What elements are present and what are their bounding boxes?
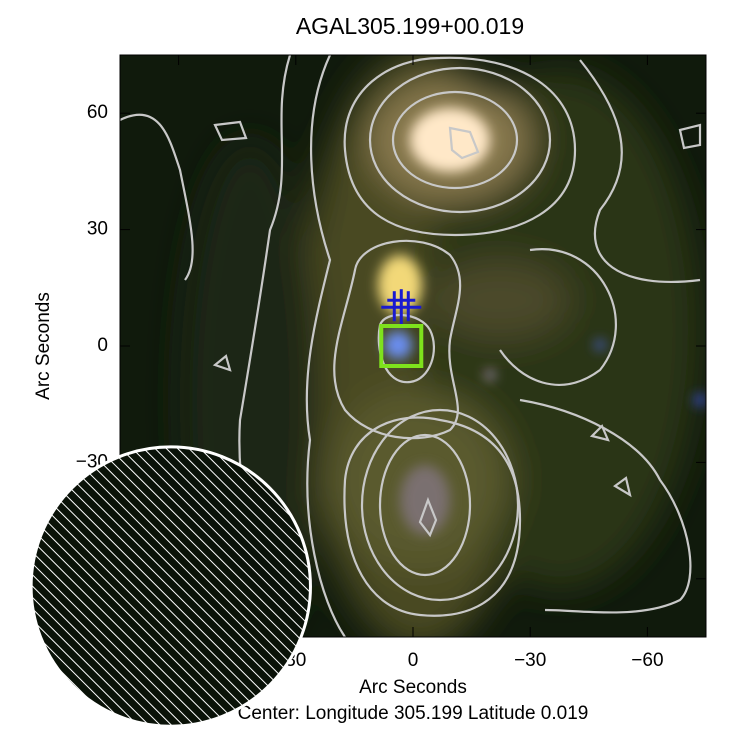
contour	[120, 113, 194, 281]
chart-title: AGAL305.199+00.019	[296, 13, 524, 39]
contour	[678, 123, 702, 150]
contour	[305, 55, 346, 637]
square-marker	[379, 324, 424, 368]
contour	[579, 59, 701, 283]
contour	[343, 416, 522, 617]
caption: Center: Longitude 305.199 Latitude 0.019	[238, 703, 589, 724]
sky-image	[120, 55, 706, 637]
contour	[360, 408, 520, 602]
contour	[519, 398, 692, 614]
x-tick-label: −60	[631, 650, 663, 671]
contour	[378, 433, 472, 577]
y-axis-label: Arc Seconds	[33, 292, 54, 400]
y-tick-label: 30	[87, 219, 108, 240]
contour	[499, 248, 617, 386]
contour	[368, 66, 552, 214]
contour	[589, 424, 610, 442]
contour	[418, 496, 438, 538]
x-axis-label: Arc Seconds	[359, 677, 467, 698]
contour	[448, 126, 480, 160]
contour	[212, 354, 232, 372]
cross-marker	[381, 289, 422, 326]
x-tick-label: −30	[514, 650, 546, 671]
contour	[343, 56, 577, 237]
contour	[333, 239, 462, 440]
y-tick-label: 0	[97, 335, 108, 356]
contour	[391, 90, 519, 190]
beam	[29, 445, 312, 728]
y-tick-label: 60	[87, 102, 108, 123]
contour	[613, 476, 632, 498]
contour	[213, 120, 248, 142]
x-tick-label: 0	[408, 650, 419, 671]
